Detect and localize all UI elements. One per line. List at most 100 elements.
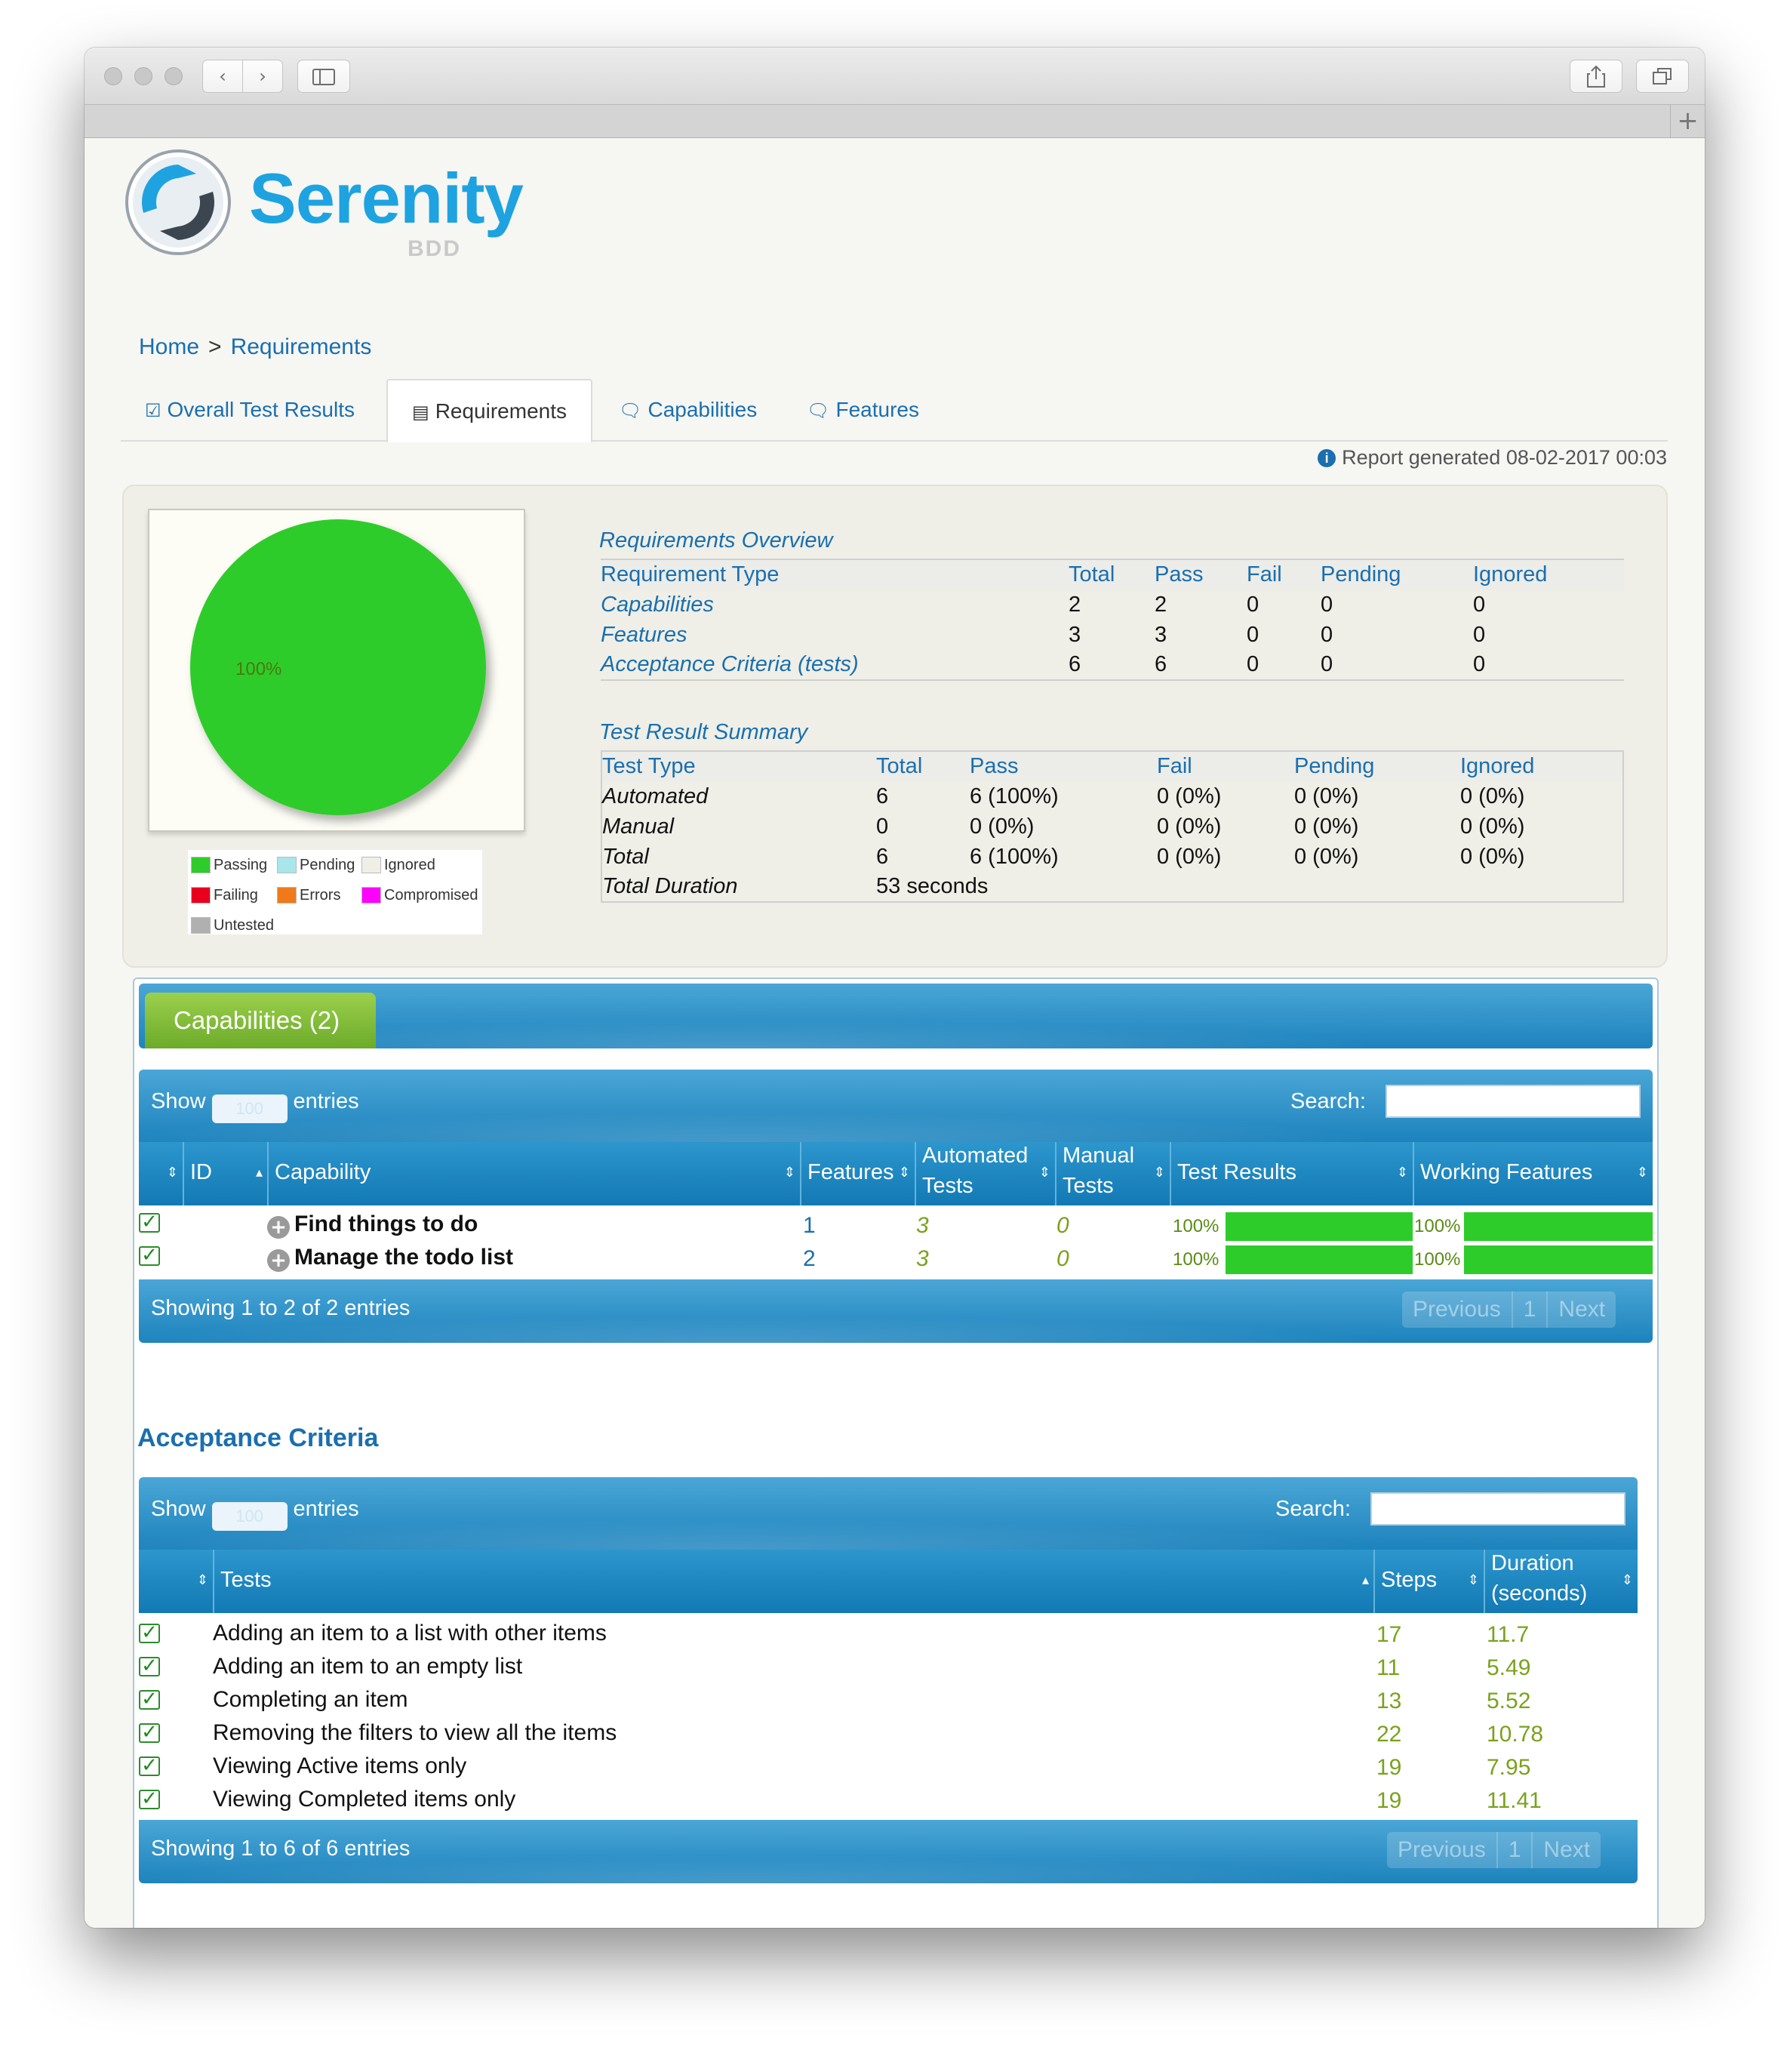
tabs-overview-button[interactable]	[1636, 60, 1689, 93]
requirements-overview-title: Requirements Overview	[599, 528, 833, 553]
working-features-bar	[1464, 1212, 1653, 1241]
share-button[interactable]	[1570, 60, 1622, 93]
features-link[interactable]: Features	[601, 622, 687, 647]
pie-legend: Passing Pending Ignored Failing Errors C…	[188, 850, 482, 934]
sort-icon: ⇕	[783, 1165, 795, 1181]
close-window-button[interactable]	[104, 67, 122, 85]
breadcrumb: Home > Requirements	[139, 334, 371, 360]
working-features-bar	[1464, 1245, 1653, 1274]
test-name-link[interactable]: Adding an item to a list with other item…	[213, 1621, 607, 1646]
capabilities-link[interactable]: Capabilities	[601, 592, 714, 617]
tab-features[interactable]: 🗨 Features	[807, 398, 919, 421]
table-row[interactable]: ✓ Adding an item to an empty list 11 5.4…	[139, 1652, 1638, 1686]
acceptance-criteria-link[interactable]: Acceptance Criteria (tests)	[601, 652, 859, 676]
test-steps: 19	[1376, 1755, 1402, 1780]
legend-errors: Errors	[277, 886, 340, 904]
column-header-tests[interactable]: Tests ▴	[214, 1550, 1375, 1613]
new-tab-button[interactable]: +	[1670, 105, 1705, 138]
pie-slice-passing	[190, 519, 486, 815]
capabilities-table-toolbar: Show 100 entries Search:	[139, 1070, 1653, 1142]
next-page-button[interactable]: Next	[1543, 1837, 1591, 1862]
forward-button[interactable]: ›	[242, 60, 283, 93]
test-results-percent: 100%	[1173, 1249, 1219, 1270]
test-duration: 11.7	[1487, 1622, 1530, 1647]
capabilities-search-label: Search:	[1290, 1089, 1366, 1113]
table-row[interactable]: ✓ Adding an item to a list with other it…	[139, 1619, 1638, 1652]
column-header-id[interactable]: ID ▴	[184, 1142, 269, 1205]
table-row[interactable]: ✓ Viewing Completed items only 19 11.41	[139, 1785, 1638, 1818]
capabilities-tab[interactable]: Capabilities (2)	[145, 993, 376, 1048]
capabilities-table-info: Showing 1 to 2 of 2 entries	[151, 1296, 411, 1320]
capabilities-page-length-select[interactable]: 100	[211, 1094, 288, 1123]
report-page: Serenity BDD Home > Requirements ☑ Overall …	[85, 139, 1705, 1928]
test-name-link[interactable]: Viewing Completed items only	[213, 1787, 516, 1812]
column-header-status[interactable]: ⇕	[139, 1142, 184, 1205]
column-header-manual-tests[interactable]: Manual Tests ⇕	[1056, 1142, 1171, 1205]
test-name-link[interactable]: Viewing Active items only	[213, 1753, 467, 1778]
sidebar-button[interactable]	[297, 60, 350, 93]
capability-features-count[interactable]: 2	[803, 1246, 816, 1271]
test-results-bar	[1226, 1212, 1413, 1241]
column-header-capability[interactable]: Capability ⇕	[269, 1142, 801, 1205]
requirements-overview-table: Requirement Type Total Pass Fail Pending…	[601, 559, 1624, 681]
check-icon: ✓	[139, 1212, 160, 1233]
acceptance-search-input[interactable]	[1370, 1492, 1625, 1526]
previous-page-button[interactable]: Previous	[1398, 1837, 1486, 1862]
tab-capabilities[interactable]: 🗨 Capabilities	[619, 398, 758, 421]
summary-panel: 100% Passing Pending Ignored Failing Err…	[122, 485, 1668, 968]
capability-features-count[interactable]: 1	[803, 1213, 816, 1238]
table-row[interactable]: ✓ + Manage the todo list 2 3 0 100% 100%	[139, 1243, 1653, 1276]
column-header-status[interactable]: ⇕	[139, 1550, 214, 1613]
tab-overall-test-results[interactable]: ☑ Overall Test Results	[145, 398, 355, 421]
test-steps: 19	[1376, 1788, 1402, 1813]
check-icon: ✓	[139, 1789, 160, 1809]
capabilities-table-footer: Showing 1 to 2 of 2 entries Previous 1 Nex…	[139, 1279, 1653, 1343]
capability-automated-count: 3	[916, 1213, 929, 1238]
back-button[interactable]: ‹	[202, 60, 243, 93]
test-name-link[interactable]: Completing an item	[213, 1687, 408, 1712]
column-header-duration[interactable]: Duration (seconds) ⇕	[1491, 1551, 1633, 1606]
capability-manual-count: 0	[1056, 1246, 1069, 1271]
column-header-steps[interactable]: Steps ⇕	[1375, 1550, 1485, 1613]
table-row[interactable]: ✓ Viewing Active items only 19 7.95	[139, 1752, 1638, 1785]
column-header-automated-tests[interactable]: Automated Tests ⇕	[916, 1142, 1056, 1205]
page-1-button[interactable]: 1	[1508, 1837, 1521, 1862]
acceptance-criteria-title: Acceptance Criteria	[137, 1424, 379, 1452]
acceptance-page-length-select[interactable]: 100	[211, 1502, 288, 1531]
tab-requirements[interactable]: ▤ Requirements	[386, 379, 592, 442]
capability-link[interactable]: Find things to do	[294, 1211, 478, 1236]
checkbox-icon: ☑	[145, 400, 161, 421]
expand-icon[interactable]: +	[267, 1249, 290, 1272]
table-row[interactable]: ✓ Removing the filters to view all the i…	[139, 1719, 1638, 1752]
sort-ascending-icon: ▴	[1361, 1572, 1369, 1588]
column-header-test-results[interactable]: Test Results ⇕	[1171, 1142, 1414, 1205]
sort-ascending-icon: ▴	[255, 1165, 263, 1181]
test-name-link[interactable]: Adding an item to an empty list	[213, 1654, 523, 1679]
sort-icon: ⇕	[1396, 1165, 1408, 1181]
page-1-button[interactable]: 1	[1523, 1297, 1536, 1322]
test-duration: 11.41	[1487, 1788, 1542, 1813]
table-row: Total 6 6 (100%) 0 (0%) 0 (0%) 0 (0%)	[602, 844, 1525, 869]
legend-untested: Untested	[191, 916, 274, 934]
legend-passing: Passing	[191, 856, 267, 874]
info-icon: i	[1318, 449, 1336, 467]
check-icon: ✓	[139, 1656, 160, 1676]
zoom-window-button[interactable]	[165, 67, 183, 85]
next-page-button[interactable]: Next	[1558, 1297, 1606, 1322]
table-row[interactable]: ✓ + Find things to do 1 3 0 100% 100%	[139, 1210, 1653, 1243]
breadcrumb-home-link[interactable]: Home	[139, 334, 200, 359]
capability-link[interactable]: Manage the todo list	[294, 1245, 514, 1270]
acceptance-table-toolbar: Show 100 entries Search:	[139, 1477, 1638, 1550]
breadcrumb-current[interactable]: Requirements	[230, 334, 372, 359]
previous-page-button[interactable]: Previous	[1413, 1297, 1501, 1322]
test-name-link[interactable]: Removing the filters to view all the ite…	[213, 1720, 617, 1745]
table-row[interactable]: ✓ Completing an item 13 5.52	[139, 1686, 1638, 1719]
plus-icon: +	[1677, 106, 1699, 136]
sort-icon: ⇕	[898, 1165, 910, 1181]
comments-icon: 🗨	[807, 400, 830, 421]
column-header-features[interactable]: Features ⇕	[801, 1142, 916, 1205]
minimize-window-button[interactable]	[134, 67, 152, 85]
column-header-working-features[interactable]: Working Features ⇕	[1420, 1160, 1648, 1184]
expand-icon[interactable]: +	[267, 1216, 290, 1239]
capabilities-search-input[interactable]	[1386, 1085, 1641, 1118]
